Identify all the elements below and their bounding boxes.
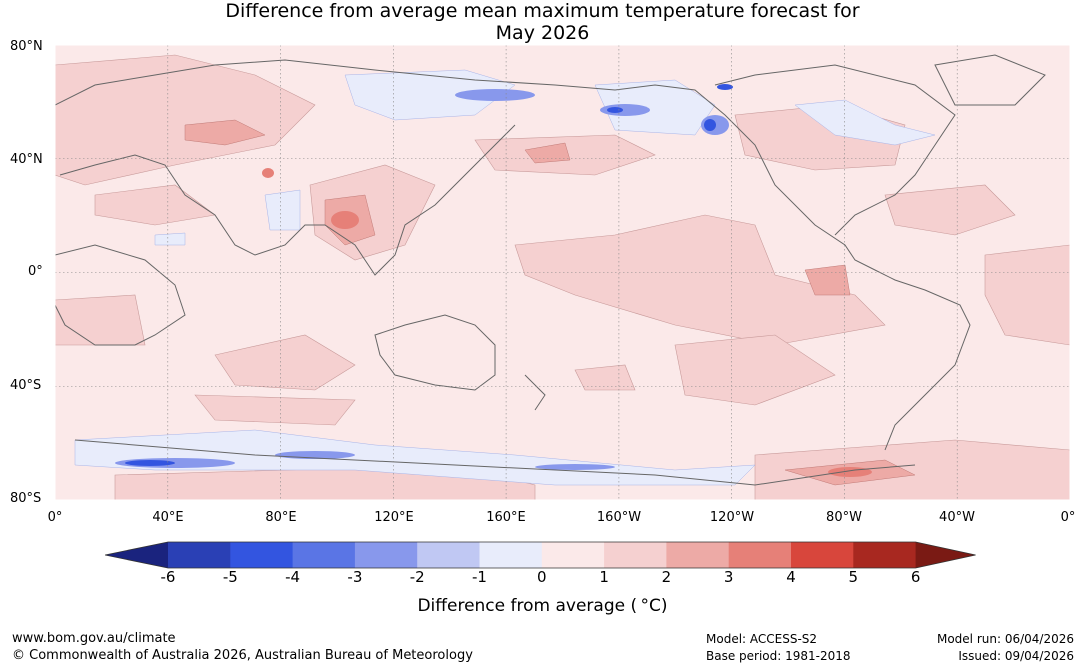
- colorbar-tick-label: 5: [848, 568, 859, 586]
- base-period: Base period: 1981-2018: [706, 649, 851, 663]
- map-title: Difference from average mean maximum tem…: [0, 0, 1085, 44]
- lon-label-120e: 120°E: [374, 510, 414, 525]
- colorbar-tick-label: 6: [910, 568, 921, 586]
- colorbar-tick-label: -6: [160, 568, 176, 586]
- colorbar-arrow-high: [915, 542, 976, 568]
- colorbar-label: Difference from average ( °C): [417, 596, 668, 616]
- colorbar-tick-label: 0: [537, 568, 547, 586]
- colorbar-segment: [666, 542, 730, 568]
- lat-label-80s: 80°S: [10, 491, 42, 506]
- colorbar-tick-label: 2: [661, 568, 672, 586]
- lon-label-0-right: 0°: [1060, 510, 1076, 525]
- anomaly-1to2-regions: [55, 54, 1070, 500]
- lat-label-40n: 40°N: [10, 152, 43, 167]
- colorbar-segment: [417, 542, 480, 568]
- colorbar-segment: [728, 542, 792, 568]
- colorbar-tick-label: -2: [409, 568, 425, 586]
- colorbar-segment: [604, 542, 667, 568]
- lat-label-equator: 0°: [28, 264, 43, 279]
- copyright-text: © Commonwealth of Australia 2026, Austra…: [12, 648, 473, 663]
- colorbar-tick-label: -1: [472, 568, 487, 586]
- colorbar-segment: [230, 542, 294, 568]
- colorbar-tick-label: 3: [723, 568, 734, 586]
- bom-url: www.bom.gov.au/climate: [12, 631, 176, 646]
- forecast-map: [55, 45, 1070, 500]
- lon-label-80w: 80°W: [826, 510, 862, 525]
- lat-label-80n: 80°N: [10, 39, 43, 54]
- colorbar-arrow-low: [105, 542, 168, 568]
- title-line-2: May 2026: [495, 22, 590, 44]
- footer-left: www.bom.gov.au/climate © Commonwealth of…: [12, 630, 473, 664]
- lon-label-80e: 80°E: [265, 510, 297, 525]
- colorbar-segment: [791, 542, 854, 568]
- colorbar-tick-label: -4: [285, 568, 301, 586]
- colorbar-segment: [292, 542, 356, 568]
- title-line-1: Difference from average mean maximum tem…: [225, 0, 860, 22]
- colorbar-tick-label: -3: [347, 568, 363, 586]
- colorbar-segment: [168, 542, 231, 568]
- lon-label-40w: 40°W: [939, 510, 975, 525]
- colorbar: [104, 540, 980, 570]
- colorbar-tick-label: 4: [786, 568, 796, 586]
- model-run-date: Model run: 06/04/2026: [936, 632, 1074, 646]
- lon-label-160w: 160°W: [596, 510, 642, 525]
- lon-label-160e: 160°E: [486, 510, 526, 525]
- colorbar-svg: [104, 541, 976, 569]
- anomaly-neg4to3-regions: [125, 84, 733, 466]
- map-canvas: [55, 45, 1070, 500]
- graticule: [55, 45, 1070, 500]
- issued-date: Issued: 09/04/2026: [958, 649, 1074, 663]
- colorbar-segment: [853, 542, 917, 568]
- lat-label-40s: 40°S: [10, 378, 42, 393]
- footer-model-info: Model: ACCESS-S2 Base period: 1981-2018: [706, 631, 851, 665]
- lon-label-0-left: 0°: [47, 510, 63, 525]
- model-name: Model: ACCESS-S2: [706, 632, 818, 646]
- footer-dates: Model run: 06/04/2026 Issued: 09/04/2026: [937, 631, 1074, 665]
- colorbar-tick-label: 1: [599, 568, 609, 586]
- lon-label-120w: 120°W: [709, 510, 755, 525]
- colorbar-segment: [479, 542, 543, 568]
- colorbar-segment: [354, 542, 418, 568]
- colorbar-segment: [541, 542, 605, 568]
- colorbar-tick-label: -5: [222, 568, 238, 586]
- coastlines: [55, 54, 1046, 486]
- lon-label-40e: 40°E: [152, 510, 184, 525]
